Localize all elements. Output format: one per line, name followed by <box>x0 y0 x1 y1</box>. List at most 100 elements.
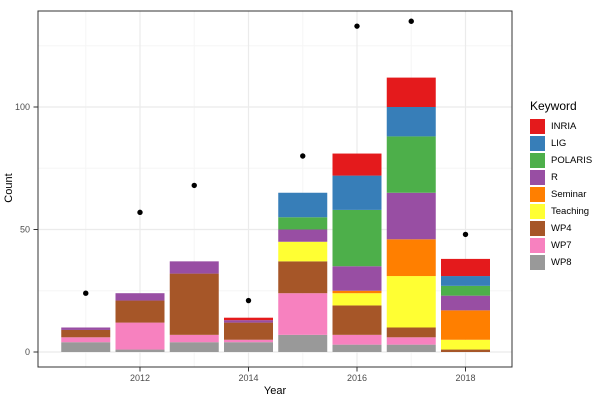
bar-segment-polaris <box>278 217 328 230</box>
bar-segment-seminar <box>386 239 436 277</box>
bar-segment-r <box>169 261 219 274</box>
legend-swatch-icon <box>530 221 545 236</box>
bar-segment-wp4 <box>332 305 382 335</box>
x-tick-label: 2018 <box>455 373 475 383</box>
legend-label: WP8 <box>551 257 572 268</box>
legend-item-wp7: WP7 <box>530 237 592 254</box>
bar-segment-wp8 <box>278 334 328 352</box>
legend-label: LIG <box>551 138 567 149</box>
bar-segment-wp8 <box>224 342 273 352</box>
total-dot <box>300 153 306 159</box>
bar-segment-lig <box>441 276 490 286</box>
bar-segment-wp4 <box>386 327 436 338</box>
legend-item-seminar: Seminar <box>530 186 592 203</box>
bar-segment-wp7 <box>224 339 273 343</box>
bar-segment-r <box>441 295 490 311</box>
legend-swatch-icon <box>530 187 545 202</box>
bar-segment-r <box>115 293 165 301</box>
x-tick-label: 2012 <box>130 373 150 383</box>
legend-item-wp8: WP8 <box>530 254 592 271</box>
bar-segment-wp8 <box>386 344 436 352</box>
bar-segment-inria <box>224 317 273 321</box>
bar-segment-inria <box>386 77 436 107</box>
bar-segment-wp7 <box>332 334 382 345</box>
bar-segment-wp4 <box>169 273 219 335</box>
legend-swatch-icon <box>530 136 545 151</box>
total-dot <box>462 231 469 238</box>
bar-segment-seminar <box>441 310 490 340</box>
bar-segment-wp7 <box>386 337 436 345</box>
legend-swatch-icon <box>530 170 545 185</box>
bar-segment-lig <box>332 175 382 210</box>
bar-segment-inria <box>441 258 490 277</box>
bar-segment-r <box>278 229 328 242</box>
total-dot <box>245 297 252 304</box>
bar-segment-r <box>332 266 382 291</box>
bar-segment-teaching <box>332 293 382 306</box>
bar-segment-wp8 <box>115 349 165 352</box>
bar-segment-r <box>224 320 273 323</box>
y-tick-label: 100 <box>15 102 30 112</box>
bar-segment-inria <box>332 153 382 176</box>
legend-item-lig: LIG <box>530 135 592 152</box>
legend-item-polaris: POLARIS <box>530 152 592 169</box>
legend-title: Keyword <box>530 99 577 113</box>
total-dot <box>354 23 360 29</box>
legend-swatch-icon <box>530 119 545 134</box>
bar-segment-wp8 <box>61 342 111 352</box>
bar-segment-seminar <box>332 290 382 294</box>
bar-segment-polaris <box>441 285 490 296</box>
x-tick-label: 2016 <box>347 373 367 383</box>
legend-item-r: R <box>530 169 592 186</box>
total-dot <box>191 182 197 189</box>
legend-item-inria: INRIA <box>530 118 592 135</box>
bar-segment-wp7 <box>278 293 328 335</box>
legend-label: Teaching <box>551 206 590 217</box>
total-dot <box>137 209 143 216</box>
bar-segment-teaching <box>278 241 328 262</box>
legend-item-wp4: WP4 <box>530 220 592 237</box>
y-axis-title: Count <box>3 173 15 203</box>
legend-swatch-icon <box>530 238 545 253</box>
bar-segment-teaching <box>386 276 436 328</box>
y-tick-label: 50 <box>20 225 30 235</box>
bar-segment-wp8 <box>332 344 382 352</box>
legend-label: INRIA <box>551 121 577 132</box>
bar-segment-wp4 <box>224 322 273 340</box>
legend-label: Seminar <box>551 189 587 200</box>
panel-background <box>38 11 512 367</box>
bar-segment-wp7 <box>169 334 219 343</box>
legend-label: R <box>551 172 558 183</box>
total-dot <box>408 18 414 24</box>
y-tick-label: 0 <box>25 347 30 357</box>
legend-label: WP4 <box>551 223 572 234</box>
legend-items: INRIA LIG POLARIS R Seminar Teaching WP4 WP7 WP8 <box>530 118 592 271</box>
bar-segment-wp4 <box>441 349 490 352</box>
bar-segment-r <box>386 192 436 240</box>
legend-swatch-icon <box>530 255 545 270</box>
legend: Keyword INRIA LIG POLARIS R Seminar Teaching W… <box>530 99 592 271</box>
legend-label: WP7 <box>551 240 572 251</box>
panel-border <box>37 10 513 368</box>
legend-item-teaching: Teaching <box>530 203 592 220</box>
legend-swatch-icon <box>530 153 545 168</box>
bar-segment-wp7 <box>115 322 165 350</box>
total-dot <box>83 290 89 296</box>
bar-segment-polaris <box>332 209 382 267</box>
legend-label: POLARIS <box>551 155 593 166</box>
x-axis-title: Year <box>263 385 287 397</box>
bar-segment-wp4 <box>278 261 328 294</box>
bar-segment-wp8 <box>169 342 219 352</box>
x-tick-label: 2014 <box>238 373 258 383</box>
bar-segment-wp4 <box>115 300 165 323</box>
legend-swatch-icon <box>530 204 545 219</box>
bar-segment-polaris <box>386 136 436 193</box>
bar-segment-r <box>61 327 111 330</box>
bar-segment-wp4 <box>61 329 111 338</box>
bar-segment-lig <box>386 107 436 137</box>
bar-segment-teaching <box>441 339 490 350</box>
bar-segment-lig <box>278 192 328 218</box>
bar-segment-wp7 <box>61 337 111 343</box>
